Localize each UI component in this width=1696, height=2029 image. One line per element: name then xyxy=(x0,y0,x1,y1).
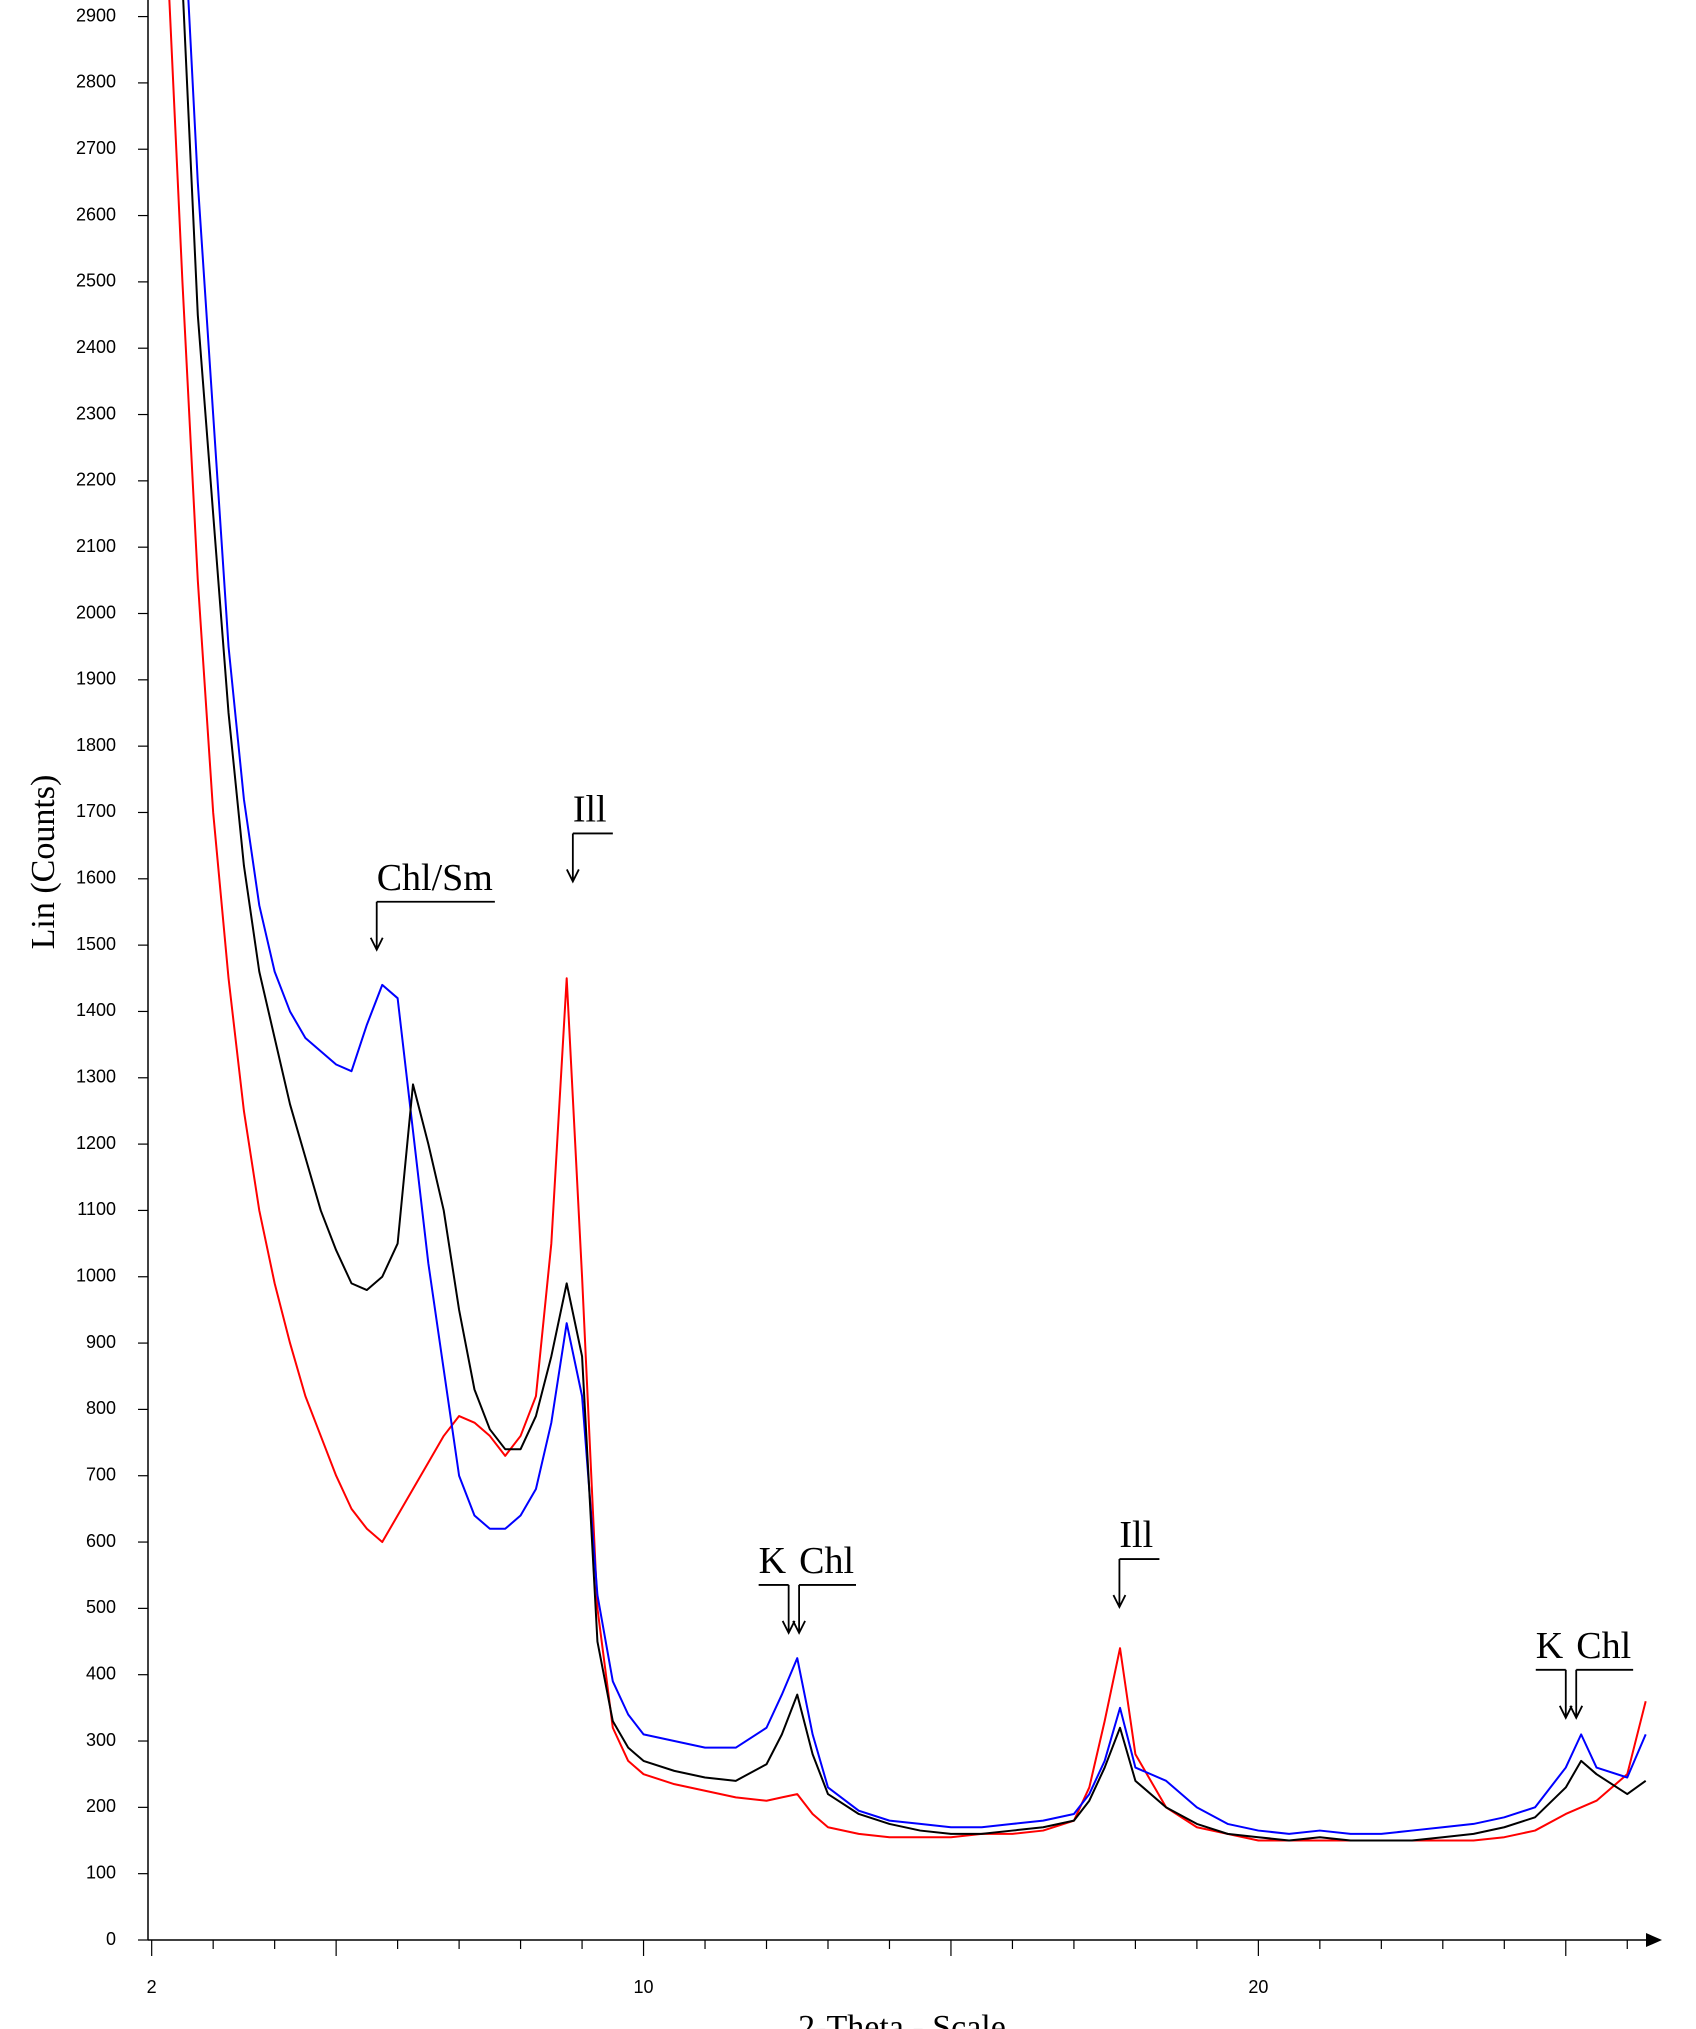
y-tick-label: 2100 xyxy=(76,536,116,556)
y-tick-label: 2200 xyxy=(76,470,116,490)
data-line xyxy=(187,0,1647,1835)
x-axis-arrow xyxy=(1646,1933,1662,1947)
y-tick-label: 1500 xyxy=(76,934,116,954)
x-tick-label: 2 xyxy=(147,1977,157,1997)
y-tick-label: 2800 xyxy=(76,72,116,92)
annotation-label: Ill xyxy=(573,788,607,830)
y-tick-label: 100 xyxy=(86,1862,116,1882)
y-tick-label: 900 xyxy=(86,1332,116,1352)
annotation-arrow xyxy=(566,833,580,884)
y-tick-label: 600 xyxy=(86,1531,116,1551)
y-axis-title: Lin (Counts) xyxy=(25,775,62,950)
annotation-label: Ill xyxy=(1119,1514,1153,1556)
annotation-label: Chl/Sm xyxy=(377,857,493,899)
axes: 0 100 200 300 400 500 600 700 800 900 1000 1100 1200… xyxy=(76,5,1628,1997)
y-tick-label: 2000 xyxy=(76,602,116,622)
y-tick-label: 400 xyxy=(86,1663,116,1683)
annotation-label: K xyxy=(759,1540,787,1582)
annotation-arrow xyxy=(1112,1559,1127,1610)
annotation-arrow xyxy=(792,1584,806,1635)
annotation-label: K xyxy=(1536,1625,1564,1667)
annotations: Chl/Sm Ill K Chl Ill K Chl xyxy=(369,788,1634,1720)
data-line xyxy=(182,0,1647,1842)
y-tick-label: 300 xyxy=(86,1730,116,1750)
y-tick-label: 2900 xyxy=(76,5,116,25)
y-tick-label: 2700 xyxy=(76,138,116,158)
data-line xyxy=(168,0,1647,1842)
x-tick-label: 10 xyxy=(634,1977,654,1997)
x-axis-title: 2-Theta - Scale xyxy=(798,2009,1006,2029)
y-tick-label: 500 xyxy=(86,1597,116,1617)
y-tick-label: 1400 xyxy=(76,1000,116,1020)
x-tick-label: 20 xyxy=(1248,1977,1268,1997)
y-tick-label: 2300 xyxy=(76,403,116,423)
y-tick-label: 700 xyxy=(86,1464,116,1484)
y-tick-label: 800 xyxy=(86,1398,116,1418)
y-tick-label: 1000 xyxy=(76,1266,116,1286)
y-tick-label: 2600 xyxy=(76,204,116,224)
annotation-arrow xyxy=(369,901,384,952)
y-tick-label: 1600 xyxy=(76,868,116,888)
y-tick-label: 2400 xyxy=(76,337,116,357)
plot-area xyxy=(168,0,1647,1842)
annotation-arrow xyxy=(1569,1669,1584,1720)
y-tick-label: 1300 xyxy=(76,1067,116,1087)
y-tick-label: 1900 xyxy=(76,669,116,689)
y-tick-label: 200 xyxy=(86,1796,116,1816)
y-tick-label: 0 xyxy=(106,1929,116,1949)
y-tick-label: 1100 xyxy=(77,1199,116,1219)
y-tick-label: 1800 xyxy=(76,735,116,755)
annotation-label: Chl xyxy=(1576,1625,1631,1667)
y-tick-label: 1200 xyxy=(76,1133,116,1153)
annotation-arrow xyxy=(1558,1669,1573,1720)
y-tick-label: 1700 xyxy=(76,801,116,821)
annotation-arrow xyxy=(781,1584,796,1635)
y-tick-label: 2500 xyxy=(76,271,116,291)
annotation-label: Chl xyxy=(799,1540,854,1582)
